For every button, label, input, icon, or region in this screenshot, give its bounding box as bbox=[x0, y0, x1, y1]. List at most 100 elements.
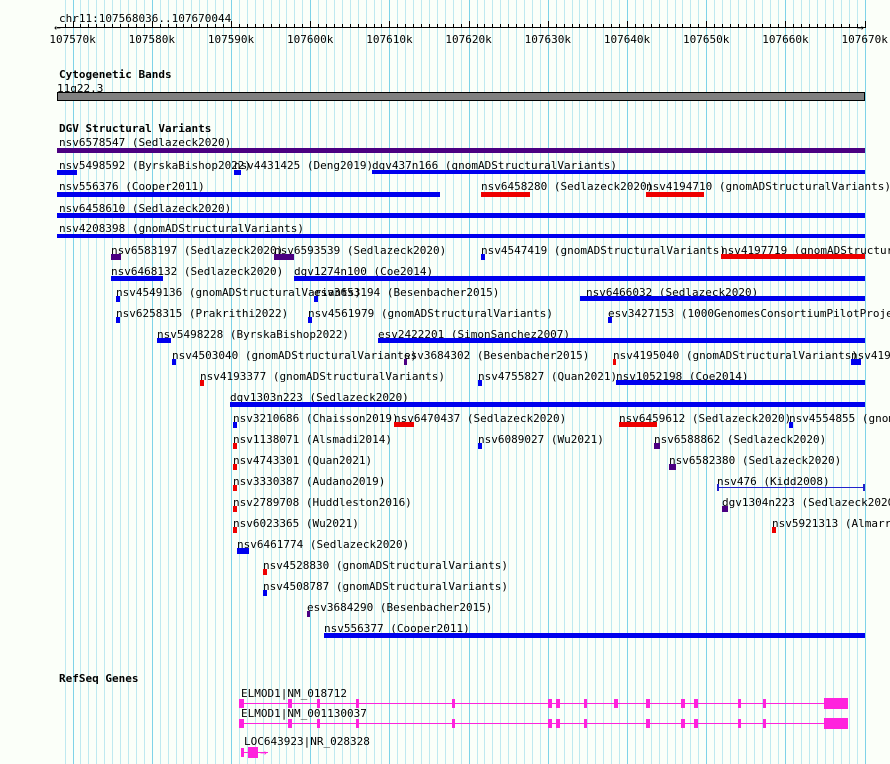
dgv-feature-bar[interactable] bbox=[608, 317, 612, 323]
gene-exon[interactable] bbox=[317, 699, 320, 708]
dgv-feature-bar[interactable] bbox=[404, 359, 407, 365]
dgv-feature-bar[interactable] bbox=[616, 380, 865, 385]
dgv-feature-bar[interactable] bbox=[172, 359, 176, 365]
gene-exon[interactable] bbox=[824, 698, 848, 709]
gene-exon[interactable] bbox=[694, 719, 698, 728]
gene-exon[interactable] bbox=[356, 719, 359, 728]
dgv-feature-bar[interactable] bbox=[111, 254, 121, 260]
dgv-feature-bar[interactable] bbox=[307, 611, 310, 617]
dgv-feature-label: dgv1274n100 (Coe2014) bbox=[294, 265, 434, 278]
dgv-feature-bar[interactable] bbox=[619, 422, 657, 427]
dgv-feature-bar[interactable] bbox=[378, 338, 865, 343]
gene-exon[interactable] bbox=[556, 699, 560, 708]
gene-strand-arrow: → bbox=[260, 746, 267, 759]
dgv-feature-bar[interactable] bbox=[481, 254, 485, 260]
dgv-feature-label: nsv476 (Kidd2008) bbox=[717, 475, 830, 488]
dgv-feature-bar[interactable] bbox=[717, 484, 865, 491]
dgv-feature-bar[interactable] bbox=[57, 192, 440, 197]
gene-exon[interactable] bbox=[763, 719, 766, 728]
dgv-feature-bar[interactable] bbox=[669, 464, 676, 470]
gene-exon[interactable] bbox=[584, 699, 587, 708]
gene-exon[interactable] bbox=[239, 719, 244, 728]
gene-exon[interactable] bbox=[738, 699, 741, 708]
dgv-feature-bar[interactable] bbox=[789, 422, 793, 428]
gene-exon[interactable] bbox=[356, 699, 359, 708]
dgv-feature-bar[interactable] bbox=[57, 148, 865, 153]
dgv-feature-bar[interactable] bbox=[722, 506, 728, 512]
dgv-feature-bar[interactable] bbox=[233, 527, 237, 533]
gene-intron-line bbox=[239, 703, 848, 704]
dgv-feature-label: nsv4549136 (gnomADStructuralVariants) bbox=[116, 286, 362, 299]
gene-exon[interactable] bbox=[288, 719, 292, 728]
dgv-feature-bar[interactable] bbox=[274, 254, 294, 260]
dgv-feature-bar[interactable] bbox=[394, 422, 414, 427]
dgv-feature-bar[interactable] bbox=[721, 254, 865, 259]
dgv-feature-bar[interactable] bbox=[324, 633, 865, 638]
gene-exon[interactable] bbox=[824, 718, 848, 729]
gene-exon[interactable] bbox=[248, 747, 258, 758]
dgv-feature-bar[interactable] bbox=[237, 548, 249, 554]
dgv-feature-bar[interactable] bbox=[294, 276, 865, 281]
gene-exon[interactable] bbox=[584, 719, 587, 728]
dgv-feature-bar[interactable] bbox=[372, 170, 865, 174]
gene-exon[interactable] bbox=[738, 719, 741, 728]
gene-exon[interactable] bbox=[241, 748, 244, 757]
dgv-feature-bar[interactable] bbox=[57, 170, 77, 175]
dgv-feature-bar[interactable] bbox=[111, 276, 163, 281]
dgv-feature-bar[interactable] bbox=[57, 234, 865, 238]
dgv-feature-bar[interactable] bbox=[646, 192, 704, 197]
dgv-feature-bar[interactable] bbox=[57, 213, 865, 218]
gene-exon[interactable] bbox=[681, 719, 685, 728]
gene-exon[interactable] bbox=[556, 719, 560, 728]
gene-exon[interactable] bbox=[452, 719, 455, 728]
dgv-feature-bar[interactable] bbox=[851, 359, 861, 365]
dgv-feature-label: nsv4547419 (gnomADStructuralVariants) bbox=[481, 244, 727, 257]
dgv-feature-label: nsv2789708 (Huddleston2016) bbox=[233, 496, 412, 509]
gene-exon[interactable] bbox=[681, 699, 685, 708]
dgv-feature-bar[interactable] bbox=[116, 317, 120, 323]
dgv-feature-label: nsv5498592 (ByrskaBishop2022) bbox=[59, 159, 252, 172]
dgv-feature-bar[interactable] bbox=[478, 443, 482, 449]
dgv-feature-bar[interactable] bbox=[654, 443, 660, 449]
ruler-tick-label: 107600k bbox=[287, 33, 334, 46]
dgv-feature-bar[interactable] bbox=[478, 380, 482, 386]
dgv-feature-label: nsv6468132 (Sedlazeck2020) bbox=[111, 265, 284, 278]
dgv-feature-bar[interactable] bbox=[481, 192, 530, 197]
gene-exon[interactable] bbox=[614, 699, 618, 708]
dgv-feature-bar[interactable] bbox=[230, 402, 865, 407]
ruler-tick-label: 107590k bbox=[207, 33, 255, 46]
dgv-feature-bar[interactable] bbox=[580, 296, 865, 301]
dgv-feature-label: dgv437n166 (gnomADStructuralVariants) bbox=[372, 159, 618, 172]
dgv-feature-bar[interactable] bbox=[233, 443, 237, 449]
dgv-feature-bar[interactable] bbox=[263, 590, 267, 596]
dgv-feature-bar[interactable] bbox=[234, 170, 241, 175]
gene-exon[interactable] bbox=[317, 719, 320, 728]
gene-exon[interactable] bbox=[452, 699, 455, 708]
dgv-feature-bar[interactable] bbox=[314, 296, 318, 302]
dgv-feature-bar[interactable] bbox=[200, 380, 204, 386]
dgv-feature-label: nsv4193377 (gnomADStructuralVariants) bbox=[200, 370, 446, 383]
gene-exon[interactable] bbox=[548, 719, 552, 728]
ruler-right-arrow: → bbox=[857, 21, 864, 34]
dgv-feature-bar[interactable] bbox=[233, 422, 237, 428]
dgv-feature-bar[interactable] bbox=[308, 317, 312, 323]
dgv-feature-bar[interactable] bbox=[263, 569, 267, 575]
dgv-feature-bar[interactable] bbox=[772, 527, 776, 533]
dgv-feature-bar[interactable] bbox=[613, 359, 616, 365]
dgv-feature-label: nsv5498228 (ByrskaBishop2022) bbox=[157, 328, 350, 341]
dgv-feature-bar[interactable] bbox=[233, 506, 237, 512]
gene-exon[interactable] bbox=[548, 699, 552, 708]
gene-exon[interactable] bbox=[646, 699, 650, 708]
dgv-feature-label: nsv6023365 (Wu2021) bbox=[233, 517, 359, 530]
gene-exon[interactable] bbox=[646, 719, 650, 728]
dgv-feature-bar[interactable] bbox=[233, 485, 237, 491]
dgv-feature-bar[interactable] bbox=[157, 338, 171, 343]
cytoband-bar[interactable] bbox=[57, 92, 865, 101]
dgv-feature-bar[interactable] bbox=[233, 464, 237, 470]
gene-exon[interactable] bbox=[288, 699, 292, 708]
dgv-feature-bar[interactable] bbox=[116, 296, 120, 302]
gene-exon[interactable] bbox=[763, 699, 766, 708]
gene-exon[interactable] bbox=[239, 699, 244, 708]
gene-exon[interactable] bbox=[694, 699, 698, 708]
